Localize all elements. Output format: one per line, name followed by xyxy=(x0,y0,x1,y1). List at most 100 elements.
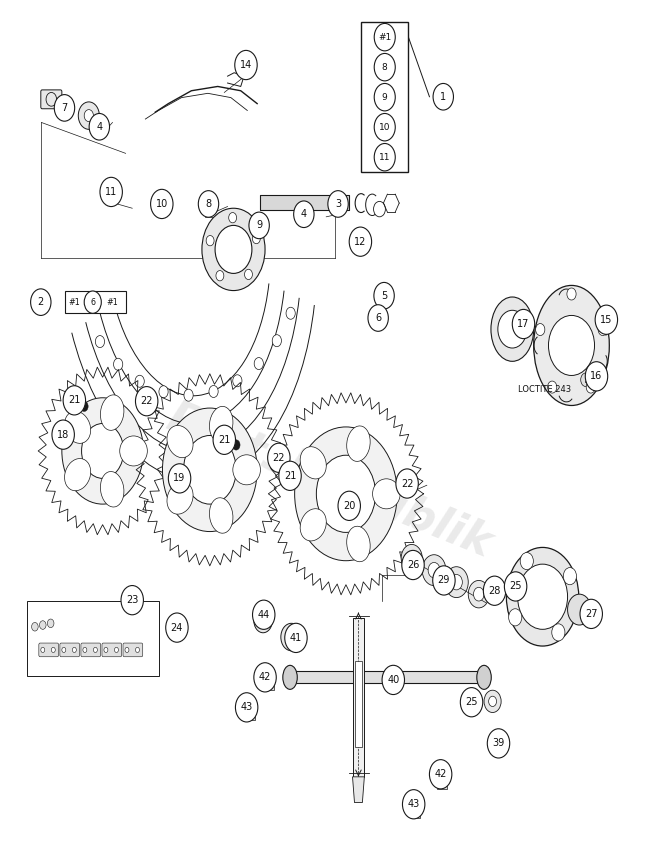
FancyBboxPatch shape xyxy=(123,643,143,657)
Text: 22: 22 xyxy=(140,396,153,406)
Circle shape xyxy=(483,576,505,606)
Text: PartsRepublik: PartsRepublik xyxy=(161,396,498,566)
Circle shape xyxy=(72,648,76,653)
Circle shape xyxy=(113,358,123,370)
Circle shape xyxy=(51,648,55,653)
Text: #1: #1 xyxy=(69,298,80,307)
Circle shape xyxy=(96,336,105,348)
Ellipse shape xyxy=(233,454,260,484)
Text: 26: 26 xyxy=(407,560,419,570)
Circle shape xyxy=(254,357,264,369)
Circle shape xyxy=(206,235,214,246)
Text: 22: 22 xyxy=(401,478,413,489)
Text: 23: 23 xyxy=(126,595,138,605)
Text: 6: 6 xyxy=(375,313,381,323)
Bar xyxy=(65,291,127,313)
Circle shape xyxy=(125,648,129,653)
Circle shape xyxy=(82,423,124,478)
Circle shape xyxy=(567,288,576,300)
Ellipse shape xyxy=(167,425,193,458)
Circle shape xyxy=(30,289,51,315)
Circle shape xyxy=(229,212,237,222)
Ellipse shape xyxy=(300,447,326,479)
Circle shape xyxy=(235,692,258,722)
FancyBboxPatch shape xyxy=(264,672,273,691)
Ellipse shape xyxy=(210,497,233,533)
Circle shape xyxy=(62,648,66,653)
Circle shape xyxy=(168,464,190,493)
Circle shape xyxy=(374,53,395,81)
Circle shape xyxy=(84,110,94,122)
Circle shape xyxy=(430,759,452,789)
FancyBboxPatch shape xyxy=(39,643,59,657)
Ellipse shape xyxy=(534,285,610,405)
Circle shape xyxy=(563,568,577,585)
Circle shape xyxy=(294,201,314,228)
Circle shape xyxy=(198,191,219,217)
Text: 42: 42 xyxy=(434,770,447,779)
Text: 20: 20 xyxy=(343,501,355,511)
Text: LOCTITE 243: LOCTITE 243 xyxy=(517,385,571,393)
Circle shape xyxy=(488,696,496,706)
Text: 15: 15 xyxy=(600,314,613,325)
FancyBboxPatch shape xyxy=(290,672,484,684)
Ellipse shape xyxy=(283,666,297,690)
Circle shape xyxy=(52,420,74,449)
Circle shape xyxy=(498,310,527,348)
Text: 3: 3 xyxy=(335,199,341,209)
Circle shape xyxy=(374,143,395,171)
Circle shape xyxy=(585,362,608,391)
Circle shape xyxy=(594,378,601,387)
Circle shape xyxy=(598,324,608,336)
Circle shape xyxy=(520,552,533,570)
Text: 19: 19 xyxy=(173,473,186,484)
FancyBboxPatch shape xyxy=(353,618,364,777)
Circle shape xyxy=(78,102,100,130)
Text: 43: 43 xyxy=(407,799,420,809)
Circle shape xyxy=(136,387,158,416)
Circle shape xyxy=(295,427,397,561)
Ellipse shape xyxy=(210,406,233,442)
Circle shape xyxy=(438,765,447,777)
Circle shape xyxy=(62,398,144,504)
Text: 39: 39 xyxy=(492,739,505,748)
FancyBboxPatch shape xyxy=(411,799,420,818)
Ellipse shape xyxy=(347,527,370,562)
Text: 10: 10 xyxy=(156,199,168,209)
Text: 22: 22 xyxy=(273,453,285,463)
Text: 21: 21 xyxy=(68,395,80,405)
Text: 24: 24 xyxy=(171,623,183,632)
Text: 6: 6 xyxy=(90,298,96,307)
Circle shape xyxy=(104,648,108,653)
Circle shape xyxy=(254,663,276,692)
Circle shape xyxy=(407,551,417,565)
Circle shape xyxy=(209,386,218,398)
Circle shape xyxy=(254,609,272,633)
Circle shape xyxy=(411,795,420,807)
FancyBboxPatch shape xyxy=(27,601,159,677)
Text: 44: 44 xyxy=(258,610,270,619)
Text: 16: 16 xyxy=(590,371,602,381)
Text: 40: 40 xyxy=(387,675,399,685)
Circle shape xyxy=(54,94,74,121)
Circle shape xyxy=(289,476,297,486)
Circle shape xyxy=(567,594,591,625)
Circle shape xyxy=(382,666,405,695)
Circle shape xyxy=(374,201,386,216)
Circle shape xyxy=(433,83,453,110)
Text: #1: #1 xyxy=(107,298,119,307)
Circle shape xyxy=(279,461,301,490)
Circle shape xyxy=(338,491,360,521)
Text: 43: 43 xyxy=(241,703,253,712)
Circle shape xyxy=(428,563,440,578)
Circle shape xyxy=(548,315,594,375)
Circle shape xyxy=(474,588,484,601)
FancyBboxPatch shape xyxy=(355,661,362,746)
Circle shape xyxy=(135,375,144,387)
Circle shape xyxy=(202,208,265,290)
Circle shape xyxy=(115,648,119,653)
Circle shape xyxy=(252,234,260,244)
Text: 12: 12 xyxy=(355,237,366,247)
Ellipse shape xyxy=(120,436,148,466)
Circle shape xyxy=(396,469,418,498)
